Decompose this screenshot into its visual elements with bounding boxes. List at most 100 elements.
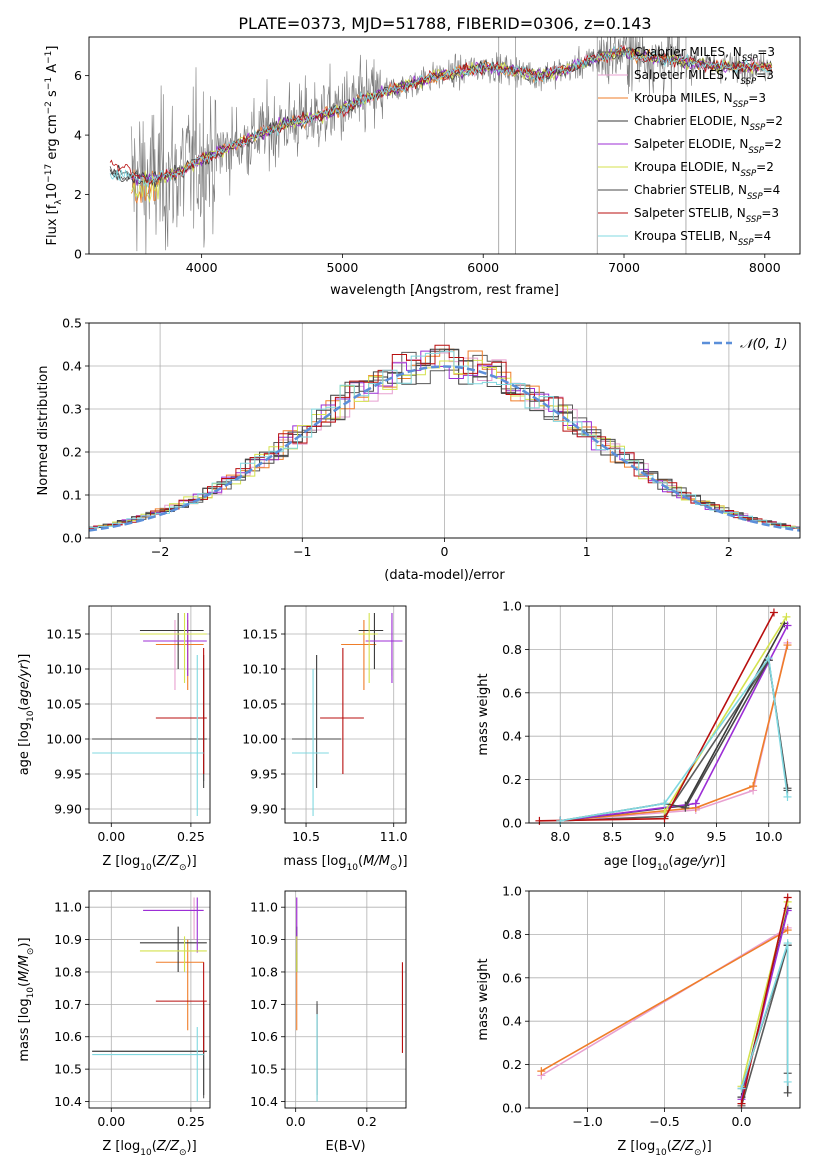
- mass-vs-EBV-plot-area: [296, 897, 403, 1102]
- weight-line: [540, 927, 789, 1077]
- legend-subscript: SSP: [738, 238, 754, 248]
- legend-subscript: SSP: [750, 123, 766, 133]
- x-axis-label: Z [log10(Z/Z⊙)]: [617, 1139, 711, 1158]
- x-axis-label: mass [log10(M/M⊙)]: [283, 854, 407, 873]
- weight-marker: [769, 608, 778, 617]
- x-tick-label: 1: [583, 544, 591, 559]
- legend-label: Chabrier STELIB, N: [634, 183, 747, 197]
- label-part: 10: [26, 710, 36, 722]
- mass-weight-vs-age-panel: 8.0 8.5 9.0 9.5 10.0 0.0 0.2 0.4 0.6 0.8 1.0 age [l…: [476, 599, 801, 873]
- label-part: 10: [26, 987, 36, 999]
- x-tick-label: 8000: [749, 260, 781, 275]
- legend-entry: Chabrier STELIB, NSSP=4: [634, 183, 780, 202]
- x-tick-label: 0.25: [177, 829, 205, 844]
- label-part: erg cm: [45, 114, 60, 163]
- label-part: −2: [44, 101, 54, 114]
- legend-label: Chabrier ELODIE, N: [634, 114, 750, 128]
- legend-label: Kroupa STELIB, N: [634, 229, 738, 243]
- x-axis-label: Z [log10(Z/Z⊙)]: [102, 1139, 196, 1158]
- axes-frame: [528, 605, 801, 824]
- label-part: (: [152, 854, 157, 869]
- label-part: (: [667, 1139, 672, 1154]
- label-part: ⊙: [390, 863, 398, 873]
- axes-frame: [284, 605, 407, 824]
- weight-line: [539, 612, 775, 822]
- y-tick-label: 0.3: [62, 402, 82, 417]
- label-part: M/M: [363, 854, 390, 869]
- y-tick-label: 10.4: [250, 1094, 278, 1109]
- x-tick-label: 0.00: [97, 829, 125, 844]
- residuals-panel: −2 −1 0 1 2 0.0 0.1 0.2 0.3 0.4 0.5 (data-model)/er…: [36, 316, 801, 583]
- y-tick-label: 10.05: [46, 697, 82, 712]
- y-tick-label: 10.4: [54, 1094, 82, 1109]
- label-part: )]: [17, 654, 32, 664]
- legend-entry: 𝒩(0, 1): [740, 337, 787, 352]
- legend-subscript: SSP: [742, 54, 758, 64]
- label-part: 10: [45, 183, 60, 200]
- axes-frame: [284, 890, 407, 1109]
- legend-count: =3: [748, 91, 766, 105]
- age-vs-Z-panel: 0.00 0.25 9.90 9.95 10.00 10.05 10.10 10.15 Z [l…: [17, 605, 211, 873]
- label-part: M/M: [17, 955, 32, 982]
- y-tick-label: 0.6: [502, 685, 522, 700]
- x-tick-label: 0.2: [357, 1114, 377, 1129]
- label-part: )]: [715, 854, 725, 869]
- legend-count: =2: [765, 114, 783, 128]
- y-axis-label: mass weight: [476, 958, 491, 1040]
- weight-line: [740, 897, 789, 1104]
- axes-frame: [88, 890, 211, 1109]
- y-tick-label: 2: [74, 187, 82, 202]
- label-part: Z/Z: [156, 854, 180, 869]
- legend-entry: Chabrier MILES, NSSP=3: [634, 45, 775, 64]
- weight-line: [560, 644, 789, 822]
- weight-marker: [783, 1077, 792, 1086]
- y-tick-label: 0.0: [502, 1101, 522, 1116]
- weight-marker: [660, 799, 669, 808]
- weight-marker: [783, 641, 792, 650]
- weight-marker: [764, 654, 773, 663]
- y-tick-label: 1.0: [502, 599, 522, 614]
- label-part: ⊙: [694, 1148, 702, 1158]
- y-tick-label: 0.4: [502, 729, 522, 744]
- legend-subscript: SSP: [741, 77, 757, 87]
- label-part: )]: [187, 854, 197, 869]
- label-part: (: [358, 854, 363, 869]
- x-tick-label: −2: [151, 544, 169, 559]
- weight-marker: [535, 816, 544, 825]
- model-spectrum-line: [109, 45, 772, 189]
- weight-marker: [783, 926, 792, 935]
- legend-entry: Kroupa MILES, NSSP=3: [634, 91, 766, 110]
- legend-entry: Salpeter MILES, NSSP=3: [634, 68, 774, 87]
- y-tick-label: 11.0: [250, 900, 278, 915]
- weight-marker: [783, 939, 792, 948]
- y-tick-label: 9.90: [250, 802, 278, 817]
- label-part: s: [45, 90, 60, 101]
- y-tick-label: 10.05: [242, 697, 278, 712]
- x-tick-label: 8.5: [602, 829, 622, 844]
- residual-histogram: [89, 359, 800, 529]
- y-tick-label: 10.8: [250, 964, 278, 979]
- label-part: 10: [655, 1148, 667, 1158]
- x-tick-label: 10.5: [292, 829, 320, 844]
- label-part: age [log: [17, 722, 32, 775]
- label-part: (: [668, 854, 673, 869]
- mass-vs-Z-panel: 0.00 0.25 10.4 10.5 10.6 10.7 10.8 10.9 11.0 Z [l…: [17, 890, 211, 1158]
- y-tick-label: 10.15: [242, 627, 278, 642]
- axes-frame: [88, 322, 801, 539]
- x-axis-label: wavelength [Angstrom, rest frame]: [330, 283, 559, 298]
- weight-marker: [783, 621, 792, 630]
- y-tick-label: 9.95: [54, 767, 82, 782]
- legend-count: =4: [754, 229, 772, 243]
- y-axis-label: Flux [fλ10−17 erg cm−2 s−1 A−1]: [44, 46, 64, 246]
- legend-count: =3: [761, 206, 779, 220]
- model-spectrum-line: [109, 46, 773, 188]
- label-part: Z/Z: [156, 1139, 180, 1154]
- label-part: Flux [f: [45, 204, 60, 245]
- mass-vs-EBV-panel: 0.0 0.2 10.4 10.5 10.6 10.7 10.8 10.9 11.0 E(B-V): [250, 890, 407, 1154]
- x-tick-label: 10.0: [755, 829, 783, 844]
- y-tick-label: 0.4: [62, 359, 82, 374]
- weight-marker: [737, 1084, 746, 1093]
- axes-frame: [528, 890, 801, 1109]
- label-part: λ: [54, 199, 64, 205]
